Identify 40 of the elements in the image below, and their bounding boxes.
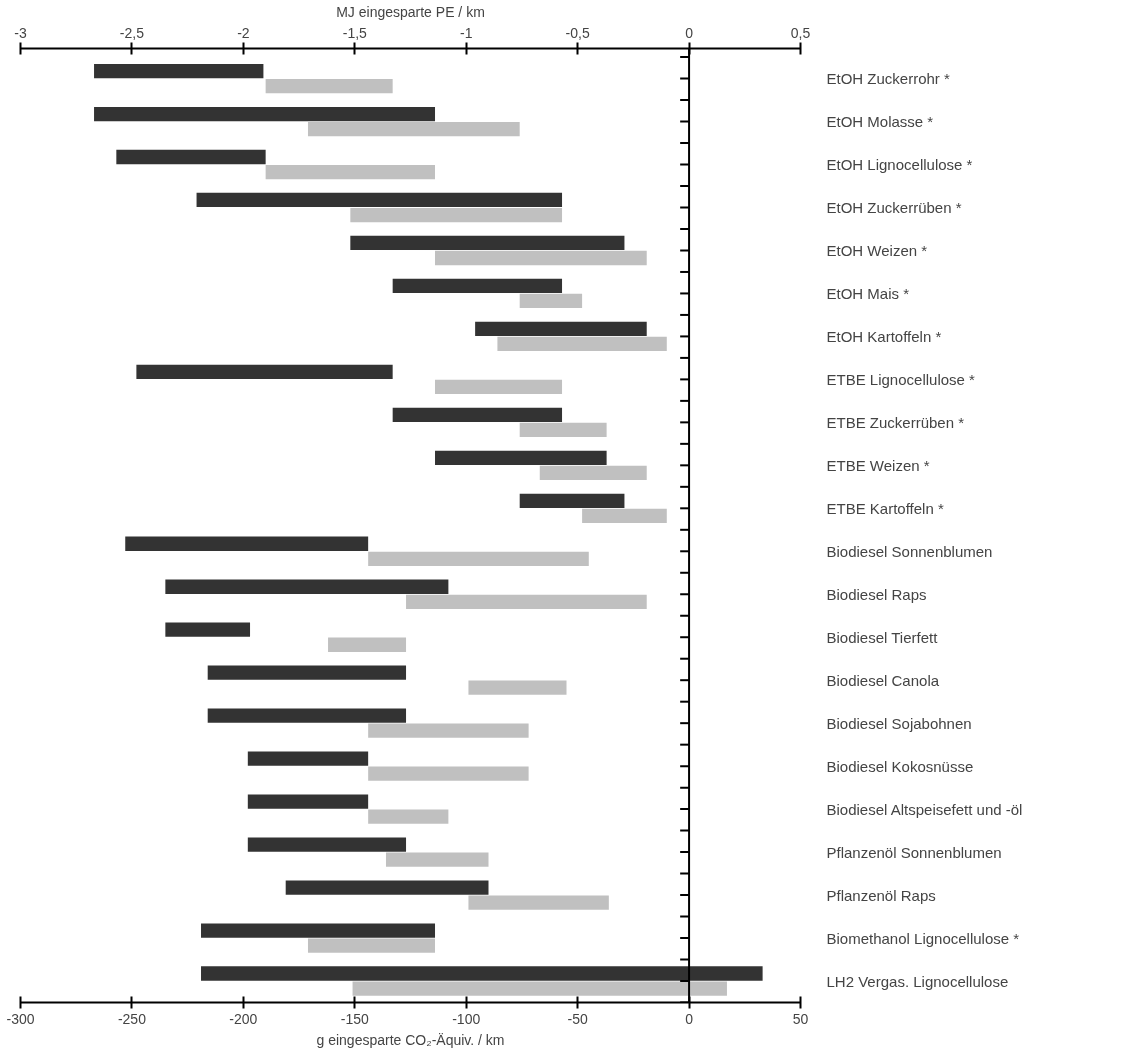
x-tick-label: 50: [792, 1010, 809, 1027]
y-tick-label: ETBE Weizen *: [826, 456, 930, 474]
x2-tick-label: -1,5: [342, 24, 368, 41]
y-tick-label: Biodiesel Raps: [826, 585, 927, 603]
y-tick-label: EtOH Weizen *: [826, 241, 928, 259]
y-tick-label: EtOH Zuckerrüben *: [826, 199, 962, 216]
y-tick-label: Biodiesel Sonnenblumen: [826, 542, 993, 560]
x2-tick-label: 0,5: [790, 24, 811, 41]
y-tick-label: Biodiesel Kokosnüsse: [826, 757, 974, 775]
y-tick-label: Biomethanol Lignocellulose *: [826, 929, 1020, 947]
x-tick-label: -150: [340, 1010, 370, 1027]
y-tick-label: Biodiesel Sojabohnen: [826, 714, 972, 732]
y-tick-label: ETBE Zuckerrüben *: [826, 413, 965, 431]
x2-tick-label: 0: [685, 24, 694, 41]
x-tick-label: 0: [685, 1010, 694, 1027]
x-tick-label: -200: [229, 1010, 258, 1027]
y-tick-label: LH2 Vergas. Lignocellulose: [826, 972, 1009, 990]
y-tick-label: Pflanzenöl Raps: [826, 886, 936, 904]
y-tick-label: EtOH Kartoffeln *: [826, 327, 942, 345]
x2-axis-title: MJ eingesparte PE / km: [336, 3, 485, 20]
y-tick-label: EtOH Zuckerrohr *: [826, 70, 951, 88]
y-tick-label: EtOH Mais *: [826, 284, 910, 302]
x2-tick-label: -1: [459, 24, 473, 41]
y-tick-label: Biodiesel Altspeisefett und -öl: [826, 800, 1023, 818]
x-tick-label: -300: [6, 1010, 35, 1027]
y-tick-label: ETBE Kartoffeln *: [826, 499, 944, 517]
y-tick-label: Biodiesel Canola: [826, 671, 940, 689]
y-tick-label: Pflanzenöl Sonnenblumen: [826, 843, 1002, 861]
y-tick-label: Biodiesel Tierfett: [826, 628, 939, 646]
x2-tick-label: -2,5: [119, 24, 145, 41]
y-tick-label: ETBE Lignocellulose *: [826, 370, 976, 388]
x-tick-label: -50: [567, 1010, 588, 1027]
x2-tick-label: -3: [14, 24, 27, 41]
x-tick-label: -250: [117, 1010, 147, 1027]
y-tick-label: EtOH Lignocellulose *: [826, 156, 973, 174]
y-tick-label: EtOH Molasse *: [826, 113, 934, 131]
x-axis-title: g eingesparte CO₂-Äquiv. / km: [316, 1031, 505, 1048]
x-tick-label: -100: [452, 1010, 481, 1027]
x2-tick-label: -2: [237, 24, 250, 41]
x2-tick-label: -0,5: [565, 24, 590, 41]
